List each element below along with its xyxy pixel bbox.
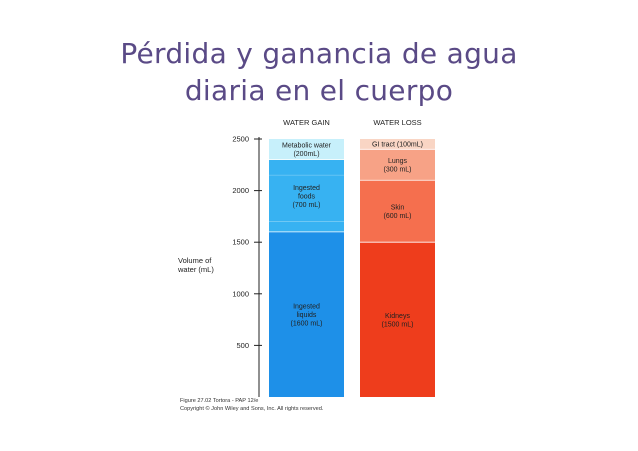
segment-label: (300 mL) — [383, 167, 411, 174]
y-tick-label: 1500 — [232, 238, 249, 247]
segment-label: (1500 mL) — [382, 321, 414, 328]
bar-segment — [360, 139, 435, 150]
segment-label: (600 mL) — [383, 213, 411, 220]
y-tick-label: 2500 — [232, 135, 249, 144]
bar-segment — [269, 139, 344, 160]
y-tick-label: 500 — [236, 341, 249, 350]
slide-title-line1: Pérdida y ganancia de agua — [120, 37, 518, 70]
segment-label: liquids — [297, 312, 317, 319]
segment-label: foods — [298, 193, 316, 200]
segment-label: Skin — [391, 204, 405, 211]
y-axis-label-line1: Volume of — [178, 256, 212, 265]
category-label: WATER GAIN — [283, 118, 330, 127]
slide-title-line2: diaria en el cuerpo — [184, 74, 454, 107]
bar-segment — [360, 149, 435, 181]
copyright-caption: Copyright © John Wiley and Sons, Inc. Al… — [180, 406, 324, 412]
category-label: WATER LOSS — [373, 118, 421, 127]
segment-label: GI tract (100mL) — [372, 142, 423, 149]
segment-label: Lungs — [388, 158, 408, 165]
y-axis-label-line2: water (mL) — [177, 265, 214, 274]
segment-label: (200mL) — [293, 151, 319, 158]
segment-label: (1600 mL) — [291, 320, 323, 327]
y-tick-label: 1000 — [232, 289, 249, 298]
bar-segment — [269, 231, 344, 397]
segment-label: Ingested — [293, 185, 320, 192]
segment-label: Metabolic water — [282, 143, 332, 150]
y-tick-label: 2000 — [232, 186, 249, 195]
segment-label: Kidneys — [385, 313, 410, 320]
bar-segment — [360, 180, 435, 243]
bar-segment — [269, 159, 344, 232]
segment-label: (700 mL) — [292, 202, 320, 209]
segment-label: Ingested — [293, 303, 320, 310]
bar-segment — [360, 242, 435, 397]
figure-caption: Figure 27.02 Tortora - PAP 12/e — [180, 398, 259, 404]
